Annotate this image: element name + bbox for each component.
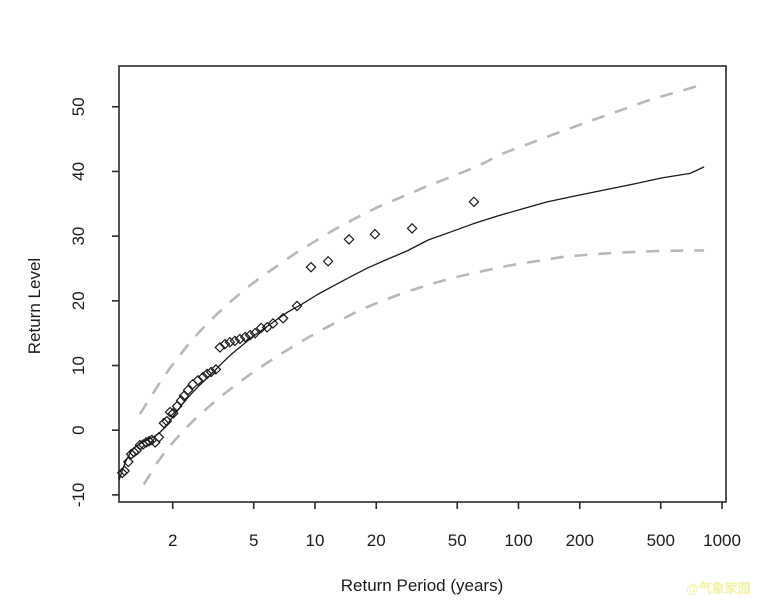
empirical-point-diamond <box>175 394 187 406</box>
fitted-return-level-curve <box>118 166 705 481</box>
empirical-point-diamond <box>210 363 222 375</box>
empirical-point-diamond <box>219 338 231 350</box>
empirical-point-diamond <box>277 312 289 324</box>
empirical-point-diamond <box>122 456 134 468</box>
upper-confidence-bound-curve <box>138 82 705 415</box>
empirical-point-diamond <box>214 341 226 353</box>
empirical-point-diamond <box>128 446 140 458</box>
x-tick-label: 50 <box>448 531 467 550</box>
empirical-point-diamond <box>224 336 236 348</box>
empirical-point-diamond <box>158 417 170 429</box>
empirical-point-diamond <box>161 415 173 427</box>
y-tick-label: 30 <box>69 227 88 246</box>
y-tick-label: 20 <box>69 291 88 310</box>
empirical-point-diamond <box>305 261 317 273</box>
empirical-point-diamond <box>267 318 279 329</box>
empirical-point-diamond <box>322 255 334 267</box>
empirical-point-diamond <box>406 222 418 234</box>
x-tick-label: 2 <box>168 531 177 550</box>
empirical-point-diamond <box>201 368 213 380</box>
x-tick-label: 5 <box>249 531 258 550</box>
empirical-point-diamond <box>197 371 209 383</box>
watermark: @气象家园 <box>686 581 751 596</box>
x-tick-label: 1000 <box>703 531 741 550</box>
y-tick-label: 10 <box>69 356 88 375</box>
empirical-point-diamond <box>343 233 355 245</box>
empirical-point-diamond <box>234 333 246 345</box>
empirical-point-diamond <box>468 196 480 208</box>
plot-layer: 2 5 10 20 50 100 200 500 1000 -10 0 10 20 30 40 50 <box>69 65 741 550</box>
empirical-point-diamond <box>291 300 303 312</box>
y-tick-label: 50 <box>69 97 88 116</box>
plot-box <box>118 65 727 503</box>
x-tick-label: 100 <box>504 531 532 550</box>
empirical-point-diamond <box>182 384 194 396</box>
empirical-point-diamond <box>249 327 261 339</box>
empirical-point-diamond <box>205 366 217 378</box>
empirical-point-diamond <box>119 465 131 477</box>
x-axis-title: Return Period (years) <box>341 576 504 595</box>
empirical-point-diamond <box>239 331 251 343</box>
y-tick-label: 0 <box>69 425 88 434</box>
x-tick-label: 200 <box>566 531 594 550</box>
empirical-point-diamond <box>164 406 176 418</box>
x-tick-label: 10 <box>306 531 325 550</box>
empirical-point-diamond <box>143 435 155 447</box>
empirical-point-diamond <box>369 228 381 240</box>
empirical-point-diamond <box>116 467 128 479</box>
empirical-point-diamond <box>229 335 241 347</box>
y-tick-label: -10 <box>69 483 88 508</box>
y-tick-label: 40 <box>69 162 88 181</box>
x-tick-label: 500 <box>647 531 675 550</box>
empirical-point-diamond <box>167 407 179 419</box>
empirical-point-diamond <box>244 329 256 341</box>
y-axis-title: Return Level <box>25 258 44 354</box>
x-tick-label: 20 <box>367 531 386 550</box>
empirical-point-diamond <box>153 431 165 443</box>
lower-confidence-bound-curve <box>142 249 705 486</box>
